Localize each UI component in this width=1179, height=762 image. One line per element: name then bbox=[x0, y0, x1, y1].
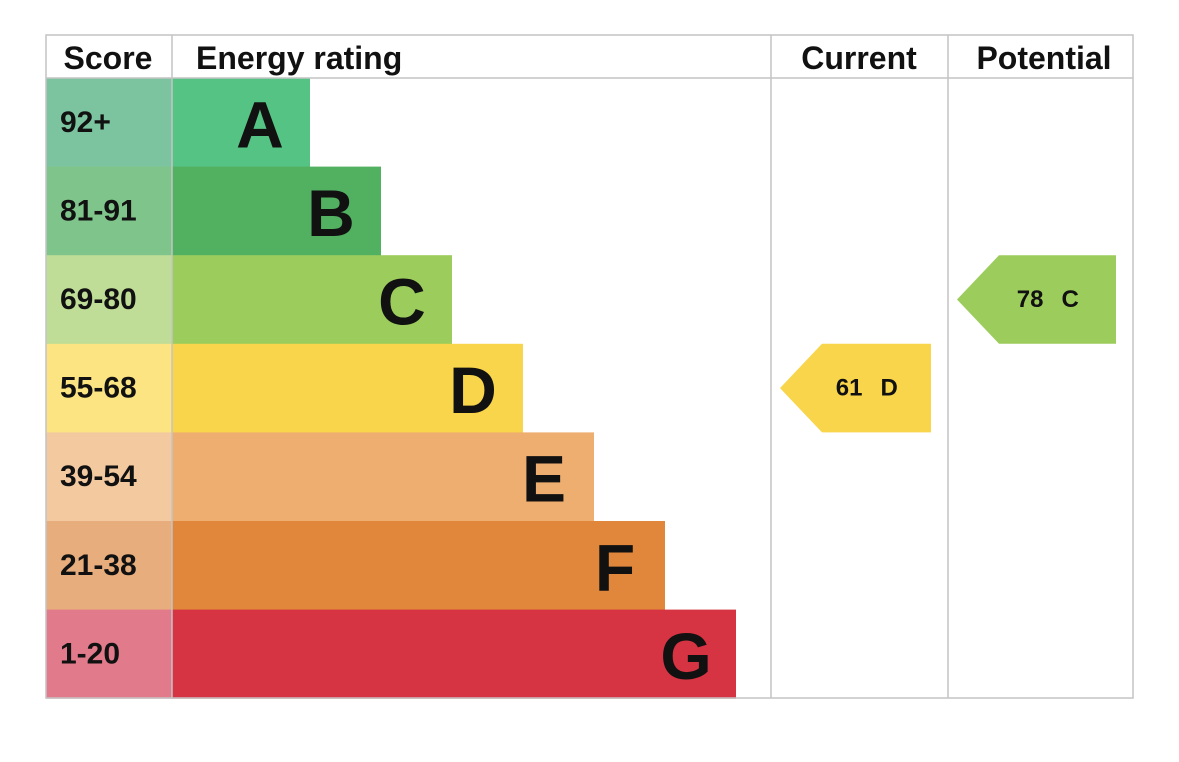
current-rating-value: 61 bbox=[836, 375, 863, 402]
score-cell-b bbox=[46, 166, 172, 256]
rating-letter-c: C bbox=[378, 265, 426, 339]
indicator-layer: 61 D 78 C bbox=[780, 255, 1116, 433]
rating-bar-c bbox=[172, 255, 452, 345]
score-cell-c bbox=[46, 255, 172, 345]
score-label-b: 81-91 bbox=[60, 194, 137, 227]
score-label-f: 21-38 bbox=[60, 549, 137, 582]
rating-letter-f: F bbox=[595, 530, 635, 604]
rating-bar-a bbox=[172, 78, 310, 168]
rating-bar-b bbox=[172, 166, 381, 256]
potential-rating-letter: C bbox=[1062, 286, 1079, 313]
score-cell-a bbox=[46, 78, 172, 168]
rating-letter-d: D bbox=[449, 353, 497, 427]
rating-bar-e bbox=[172, 432, 594, 522]
score-label-g: 1-20 bbox=[60, 637, 120, 670]
score-label-c: 69-80 bbox=[60, 283, 137, 316]
score-label-e: 39-54 bbox=[60, 460, 137, 493]
score-label-d: 55-68 bbox=[60, 372, 137, 405]
rating-bar-g bbox=[172, 609, 736, 699]
header-potential: Potential bbox=[976, 40, 1111, 76]
potential-rating-arrow bbox=[957, 255, 1116, 344]
rating-letter-b: B bbox=[307, 176, 355, 250]
score-cell-g bbox=[46, 609, 172, 699]
rating-bar-d bbox=[172, 343, 523, 433]
rating-letter-a: A bbox=[236, 87, 284, 161]
header-row: Score Energy rating Current Potential bbox=[64, 40, 1112, 76]
header-energy-rating: Energy rating bbox=[196, 40, 402, 76]
score-cell-f bbox=[46, 521, 172, 611]
score-label-a: 92+ bbox=[60, 106, 111, 139]
current-rating-letter: D bbox=[881, 375, 898, 402]
grid-lines bbox=[45, 34, 1134, 699]
score-cell-d bbox=[46, 343, 172, 433]
rating-letter-g: G bbox=[660, 619, 711, 693]
header-score: Score bbox=[64, 40, 153, 76]
potential-rating-value: 78 bbox=[1017, 286, 1044, 313]
rating-bar-f bbox=[172, 521, 665, 611]
current-rating-arrow bbox=[780, 343, 931, 433]
score-cell-e bbox=[46, 432, 172, 522]
header-current: Current bbox=[801, 40, 917, 76]
chart-border bbox=[45, 34, 1134, 699]
bands-layer: 92+ A 81-91 B 69-80 C 55-68 D 39-54 E 21-38 F 1-20 G bbox=[46, 78, 736, 699]
rating-letter-e: E bbox=[522, 442, 566, 516]
